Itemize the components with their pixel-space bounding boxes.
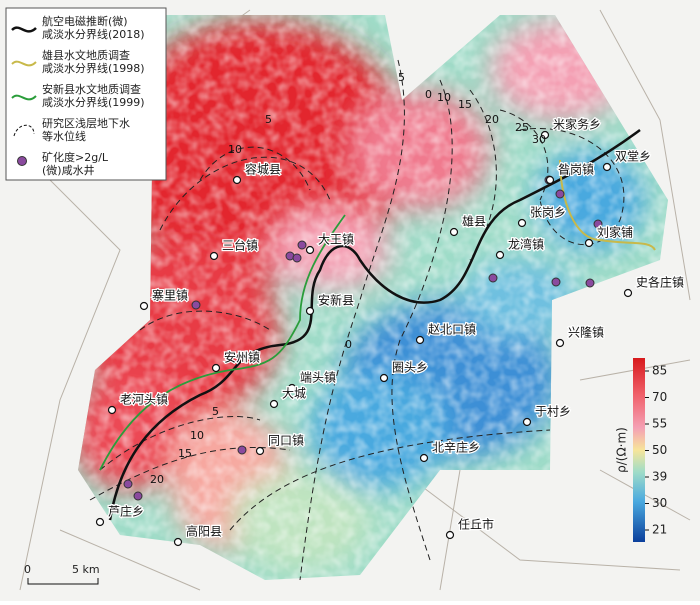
place-label: 兴隆镇 — [568, 325, 604, 340]
place-label: 于村乡 — [535, 405, 571, 419]
colorbar-ramp — [633, 358, 645, 542]
legend-label: 咸淡水分界线(2018) — [42, 27, 145, 41]
place-marker — [445, 530, 455, 540]
place-marker — [139, 301, 149, 311]
place-marker — [107, 405, 117, 415]
colorbar-tick-label: 30 — [652, 496, 667, 510]
place-marker — [173, 537, 183, 547]
place-label: 米家务乡 — [553, 117, 601, 132]
legend-label: (微)咸水井 — [42, 163, 95, 177]
contour-label: 10 — [437, 91, 451, 104]
contour-label: 15 — [458, 98, 472, 111]
colorbar-tick-label: 39 — [652, 470, 667, 484]
place-marker — [379, 373, 389, 383]
place-marker — [419, 453, 429, 463]
place-marker — [211, 363, 221, 373]
colorbar-tick-label: 21 — [652, 523, 667, 537]
place-marker — [602, 162, 612, 172]
colorbar: ρ/(Ω·m) 85 70 55 50 39 30 21 — [615, 358, 667, 542]
place-label: 昝岗镇 — [558, 163, 594, 177]
place-marker — [269, 399, 279, 409]
place-label: 雄县 — [462, 214, 486, 229]
place-label: 赵北口镇 — [428, 323, 476, 337]
contour-label: 10 — [228, 143, 242, 156]
contours — [89, 59, 625, 581]
place-label: 史各庄镇 — [636, 275, 684, 290]
scale-end: 5 km — [72, 563, 100, 576]
contour-label: 20 — [150, 473, 164, 486]
contour-label: 5 — [398, 71, 405, 84]
boundary-1998 — [559, 159, 656, 251]
place-label: 龙湾镇 — [508, 237, 544, 252]
place-marker — [255, 446, 265, 456]
legend-label: 安新县水文地质调查 — [42, 82, 141, 96]
place-marker — [305, 245, 315, 255]
contour-label: 0 — [425, 88, 432, 101]
place-marker — [287, 383, 297, 393]
place-marker — [449, 227, 459, 237]
place-label: 刘家铺 — [597, 225, 633, 240]
contour-label: 30 — [532, 133, 546, 146]
contour-label: 5 — [265, 113, 272, 126]
place-label: 北辛庄乡 — [432, 440, 480, 455]
contour-label: 10 — [190, 429, 204, 442]
legend-label: 咸淡水分界线(1999) — [42, 95, 145, 109]
colorbar-label: ρ/(Ω·m) — [615, 427, 629, 473]
place-label: 同口镇 — [268, 434, 304, 448]
place-label: 芦庄乡 — [108, 504, 144, 519]
place-marker — [95, 517, 105, 527]
place-label: 大王镇 — [318, 233, 354, 247]
place-marker — [555, 338, 565, 348]
legend-label: 等水位线 — [42, 129, 86, 143]
scale-start: 0 — [24, 563, 31, 576]
place-label: 高阳县 — [186, 524, 222, 539]
place-label: 任丘市 — [458, 517, 494, 532]
legend-label: 雄县水文地质调查 — [42, 48, 130, 62]
place-label: 三台镇 — [222, 238, 258, 253]
place-marker — [623, 288, 633, 298]
legend-label: 航空电磁推断(微) — [42, 14, 128, 28]
contour-label: 0 — [345, 338, 352, 351]
contour-label: 20 — [485, 113, 499, 126]
place-marker — [415, 335, 425, 345]
contour-label: 25 — [515, 121, 529, 134]
place-label: 安新县 — [318, 293, 354, 308]
place-label: 寨里镇 — [152, 288, 188, 303]
boundary-2018 — [108, 128, 641, 521]
place-marker — [305, 306, 315, 316]
place-label: 端头镇 — [300, 371, 336, 385]
colorbar-tick-label: 55 — [652, 417, 667, 431]
place-marker — [545, 175, 555, 185]
colorbar-tick-label: 85 — [652, 364, 667, 378]
place-label: 大城 — [282, 387, 306, 401]
place-marker — [522, 417, 532, 427]
place-marker — [584, 238, 594, 248]
legend-label: 研究区浅层地下水 — [42, 116, 130, 130]
place-label: 容城县 — [245, 162, 281, 177]
scale-bar: 0 5 km — [24, 563, 100, 585]
place-marker — [232, 175, 242, 185]
legend: 航空电磁推断(微)咸淡水分界线(2018) 雄县水文地质调查咸淡水分界线(1998… — [5, 7, 167, 181]
place-label: 圈头乡 — [392, 361, 428, 375]
place-label: 张岗乡 — [530, 206, 566, 220]
legend-box — [5, 7, 167, 181]
colorbar-tick-label: 70 — [652, 390, 667, 404]
place-marker — [495, 250, 505, 260]
place-marker — [517, 218, 527, 228]
boundary-1999 — [99, 214, 346, 471]
contour-label: 15 — [178, 447, 192, 460]
place-marker — [540, 130, 550, 140]
contour-label: 5 — [212, 405, 219, 418]
place-label: 安州镇 — [224, 350, 260, 365]
place-marker — [209, 251, 219, 261]
place-label: 双堂乡 — [615, 150, 651, 164]
place-label: 老河头镇 — [120, 393, 168, 407]
colorbar-tick-label: 50 — [652, 443, 667, 457]
legend-label: 咸淡水分界线(1998) — [42, 61, 145, 75]
legend-label: 矿化度>2g/L — [42, 150, 109, 164]
